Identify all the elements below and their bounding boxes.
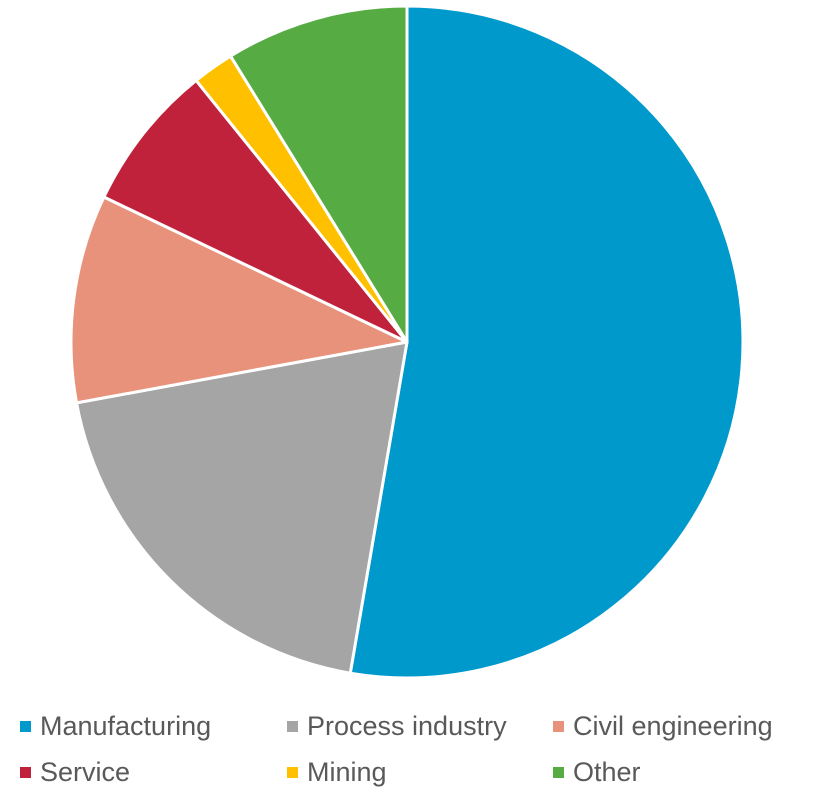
legend-label-service: Service (40, 757, 131, 787)
legend-item-process-industry: Process industry (287, 706, 507, 746)
legend-label-process-industry: Process industry (307, 711, 507, 741)
legend-swatch-mining (287, 766, 298, 778)
pie-slice-other (229, 4, 409, 344)
pie-slice-process-industry (75, 340, 409, 675)
pie-slice-manufacturing (348, 4, 745, 680)
legend-swatch-civil-engineering (553, 720, 564, 732)
legend-label-mining: Mining (307, 757, 387, 787)
pie-slice-civil-engineering (69, 195, 409, 405)
legend-swatch-manufacturing (20, 720, 31, 732)
legend-item-mining: Mining (287, 752, 387, 792)
legend-swatch-other (553, 766, 564, 778)
legend-label-other: Other (573, 757, 641, 787)
legend-item-civil-engineering: Civil engineering (553, 706, 773, 746)
legend-item-service: Service (20, 752, 130, 792)
pie-slice-service (102, 78, 409, 344)
legend-swatch-process-industry (287, 720, 298, 732)
legend-label-civil-engineering: Civil engineering (573, 711, 773, 741)
legend-item-manufacturing: Manufacturing (20, 706, 211, 746)
chart-legend: Manufacturing Process industry Civil eng… (0, 700, 815, 802)
legend-label-manufacturing: Manufacturing (40, 711, 212, 741)
pie-chart (69, 4, 745, 680)
legend-item-other: Other (553, 752, 641, 792)
legend-swatch-service (20, 766, 31, 778)
